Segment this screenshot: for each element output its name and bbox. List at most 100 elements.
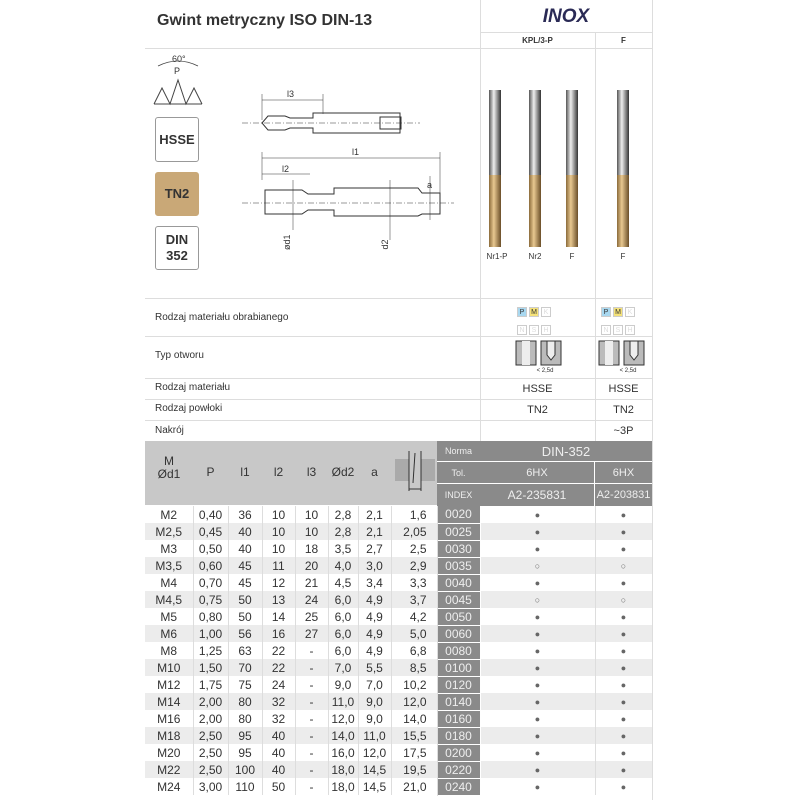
property-value: TN2 [527, 404, 548, 416]
cell-l3: 10 [295, 506, 329, 523]
property-value: HSSE [608, 383, 639, 395]
cell-pitch: 2,00 [193, 693, 229, 710]
brand-label: INOX [542, 6, 590, 27]
cell-l1: 45 [228, 557, 263, 574]
index-value: A2-235831 [480, 484, 595, 506]
table-row: M4 0,70 45 12 21 4,5 3,4 3,3 0040 ● ● [145, 574, 653, 592]
a-label: a [427, 180, 432, 190]
cell-drill: 10,2 [391, 676, 438, 693]
cell-a: 4,9 [358, 642, 392, 659]
material-s-icon: S [613, 325, 623, 335]
cell-availability-1: ● [480, 744, 596, 761]
angle-label: 60° [172, 54, 186, 64]
cell-l2: 32 [262, 693, 296, 710]
property-label: Rodzaj materiału [155, 382, 231, 393]
cell-pitch: 1,25 [193, 642, 229, 659]
table-row: M2,5 0,45 40 10 10 2,8 2,1 2,05 0025 ● ● [145, 523, 653, 541]
cell-l1: 95 [228, 744, 263, 761]
table-row: M18 2,50 95 40-14,0 11,0 15,5 0180 ● ● [145, 727, 653, 745]
cell-index: 0180 [437, 727, 481, 745]
cell-availability-2: ○ [595, 557, 653, 574]
header-d1-label: Ød1 [157, 467, 181, 481]
table-row: M4,5 0,75 50 13 24 6,0 4,9 3,7 0045 ○ ○ [145, 591, 653, 609]
cell-drill: 3,3 [391, 574, 438, 591]
material-n-icon: N [601, 325, 611, 335]
cell-l3: 10 [295, 523, 329, 540]
cell-l3: 20 [295, 557, 329, 574]
cell-size: M24 [145, 778, 194, 795]
cell-a: 5,5 [358, 659, 392, 676]
material-s-icon: S [529, 325, 539, 335]
cell-drill: 14,0 [391, 710, 438, 727]
header-a: a [371, 465, 378, 479]
cell-pitch: 1,75 [193, 676, 229, 693]
cell-drill: 5,0 [391, 625, 438, 642]
table-row: M16 2,00 80 32-12,0 9,0 14,0 0160 ● ● [145, 710, 653, 728]
cell-index: 0030 [437, 540, 481, 558]
cell-l3: - [295, 642, 329, 659]
cell-size: M4,5 [145, 591, 194, 608]
table-row: M3,5 0,60 45 11 20 4,0 3,0 2,9 0035 ○ ○ [145, 557, 653, 575]
index-label: INDEX [437, 484, 480, 506]
cell-d2: 7,0 [328, 659, 359, 676]
thread-profile-icon: 60° P [153, 54, 203, 106]
cell-availability-2: ● [595, 523, 653, 540]
cell-availability-1: ● [480, 506, 596, 523]
cell-l1: 110 [228, 778, 263, 795]
index-value: A2-203831 [595, 484, 652, 506]
cell-l3: 21 [295, 574, 329, 591]
cell-d2: 11,0 [328, 693, 359, 710]
cell-availability-1: ● [480, 574, 596, 591]
cell-l2: 22 [262, 642, 296, 659]
cell-a: 2,7 [358, 540, 392, 557]
cell-pitch: 0,80 [193, 608, 229, 625]
hole-type-icon [598, 340, 645, 366]
tool-label: F [620, 252, 626, 261]
cell-drill: 2,05 [391, 523, 438, 540]
din-badge: DIN 352 [155, 226, 199, 270]
cell-drill: 6,8 [391, 642, 438, 659]
divider [145, 298, 652, 299]
din-line1: DIN [165, 232, 189, 247]
table-row: M8 1,25 63 22-6,0 4,9 6,8 0080 ● ● [145, 642, 653, 660]
cell-index: 0035 [437, 557, 481, 575]
cell-l1: 95 [228, 727, 263, 744]
cell-size: M2,5 [145, 523, 194, 540]
table-row: M3 0,50 40 10 18 3,5 2,7 2,5 0030 ● ● [145, 540, 653, 558]
cell-availability-2: ● [595, 761, 653, 778]
cell-availability-2: ● [595, 778, 653, 795]
cell-drill: 8,5 [391, 659, 438, 676]
table-row: M14 2,00 80 32-11,0 9,0 12,0 0140 ● ● [145, 693, 653, 711]
din-line2: 352 [166, 248, 188, 263]
divider [595, 32, 596, 441]
cell-l1: 40 [228, 540, 263, 557]
tolerance-value: 6HX [480, 462, 595, 484]
tap-images [489, 90, 629, 247]
cell-l2: 10 [262, 540, 296, 557]
cell-l1: 50 [228, 608, 263, 625]
cell-availability-2: ● [595, 506, 653, 523]
divider [145, 378, 652, 379]
cell-pitch: 2,00 [193, 710, 229, 727]
cell-d2: 6,0 [328, 642, 359, 659]
cell-availability-2: ○ [595, 591, 653, 608]
cell-l3: - [295, 676, 329, 693]
cell-size: M4 [145, 574, 194, 591]
cell-index: 0200 [437, 744, 481, 762]
cell-d2: 14,0 [328, 727, 359, 744]
cell-size: M18 [145, 727, 194, 744]
cell-l3: - [295, 693, 329, 710]
d1-label: ød1 [282, 234, 292, 250]
cell-size: M5 [145, 608, 194, 625]
cell-drill: 1,6 [391, 506, 438, 523]
cell-size: M2 [145, 506, 194, 523]
cell-l1: 63 [228, 642, 263, 659]
cell-l2: 24 [262, 676, 296, 693]
size-table: M2 0,40 36 10 10 2,8 2,1 1,6 0020 ● ● M2,5 0,45 40 10 1… [145, 506, 653, 796]
cell-l3: - [295, 761, 329, 778]
material-p-icon: P [517, 307, 527, 317]
property-label: Rodzaj powłoki [155, 403, 223, 414]
divider [652, 0, 653, 800]
